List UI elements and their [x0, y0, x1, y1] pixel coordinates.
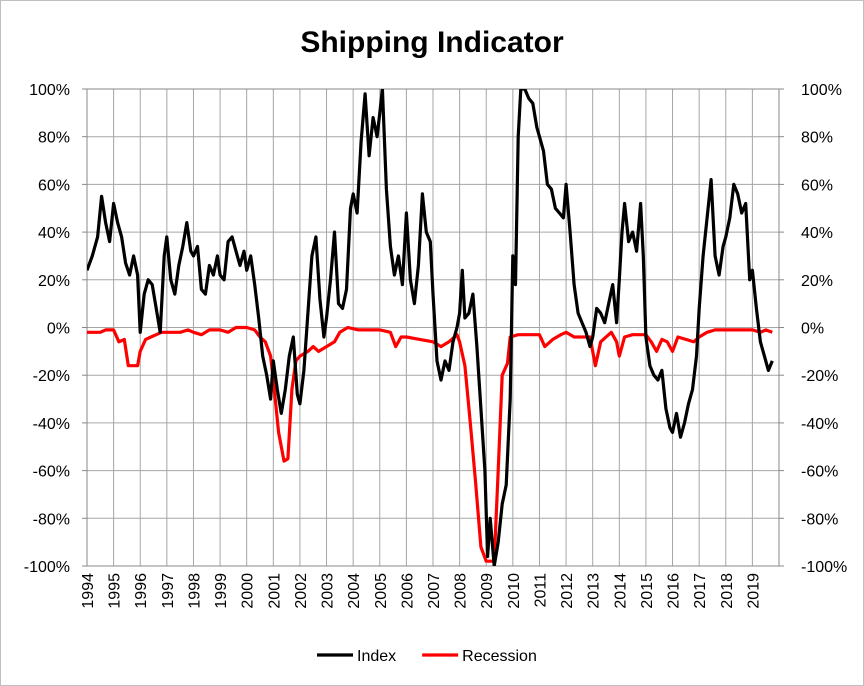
x-tick-label: 1996: [133, 573, 150, 609]
x-tick-label: 2004: [346, 573, 363, 609]
left-y-tick-label: 80%: [38, 130, 70, 147]
left-y-tick-label: 100%: [29, 82, 70, 99]
x-tick-label: 2012: [559, 573, 576, 609]
x-tick-label: 2006: [399, 573, 416, 609]
x-tick-label: 2002: [293, 573, 310, 609]
x-tick-label: 2014: [612, 573, 629, 609]
x-tick-label: 2018: [719, 573, 736, 609]
x-tick-label: 2013: [586, 573, 603, 609]
x-tick-label: 2008: [453, 573, 470, 609]
series-line-recession: [87, 325, 773, 563]
left-y-tick-label: -100%: [24, 559, 70, 576]
x-tick-label: 2017: [692, 573, 709, 609]
legend-label-recession: Recession: [462, 648, 537, 665]
x-tick-label: 1998: [186, 573, 203, 609]
x-tick-label: 2005: [373, 573, 390, 609]
left-y-tick-label: 0%: [47, 321, 70, 338]
left-y-axis: 100% 80% 60% 40% 20% 0% -20% -40% -60% -80% -100%: [24, 82, 87, 576]
left-y-tick-label: 20%: [38, 273, 70, 290]
right-y-tick-label: -60%: [801, 464, 838, 481]
right-y-tick-label: -100%: [801, 559, 847, 576]
right-y-tick-label: -80%: [801, 511, 838, 528]
x-tick-label: 1994: [80, 573, 97, 609]
series-line-index: [87, 89, 774, 566]
x-tick-label: 2015: [639, 573, 656, 609]
right-y-tick-label: 40%: [801, 225, 833, 242]
left-y-tick-label: -60%: [33, 464, 70, 481]
left-y-tick-label: -80%: [33, 511, 70, 528]
legend: Index Recession: [317, 648, 537, 665]
left-y-tick-label: 40%: [38, 225, 70, 242]
x-tick-label: 1995: [107, 573, 124, 609]
right-y-tick-label: 0%: [801, 321, 824, 338]
right-y-tick-label: -40%: [801, 416, 838, 433]
x-tick-label: 2007: [426, 573, 443, 609]
right-y-tick-label: 20%: [801, 273, 833, 290]
x-tick-label: 2000: [240, 573, 257, 609]
right-y-tick-label: -20%: [801, 368, 838, 385]
right-y-tick-label: 100%: [801, 82, 842, 99]
left-y-tick-label: 60%: [38, 177, 70, 194]
left-y-tick-label: -20%: [33, 368, 70, 385]
x-tick-label: 2001: [266, 573, 283, 609]
x-tick-label: 2019: [745, 573, 762, 609]
gridlines: [86, 88, 780, 567]
right-y-tick-label: 80%: [801, 130, 833, 147]
right-y-axis: 100% 80% 60% 40% 20% 0% -20% -40% -60% -80% -100%: [779, 82, 847, 576]
right-y-tick-label: 60%: [801, 177, 833, 194]
x-tick-label: 1999: [213, 573, 230, 609]
chart-title: Shipping Indicator: [300, 26, 564, 59]
series-layer: [87, 89, 774, 566]
x-tick-label: 2003: [320, 573, 337, 609]
legend-label-index: Index: [357, 648, 396, 665]
x-tick-label: 2010: [506, 573, 523, 609]
x-tick-label: 2011: [532, 573, 549, 608]
x-tick-label: 2016: [666, 573, 683, 609]
left-y-tick-label: -40%: [33, 416, 70, 433]
x-axis: 1994 1995 1996 1997 1998 1999 2000 2001 2002 2003…: [80, 573, 762, 609]
x-tick-label: 1997: [160, 573, 177, 609]
x-tick-label: 2009: [479, 573, 496, 609]
